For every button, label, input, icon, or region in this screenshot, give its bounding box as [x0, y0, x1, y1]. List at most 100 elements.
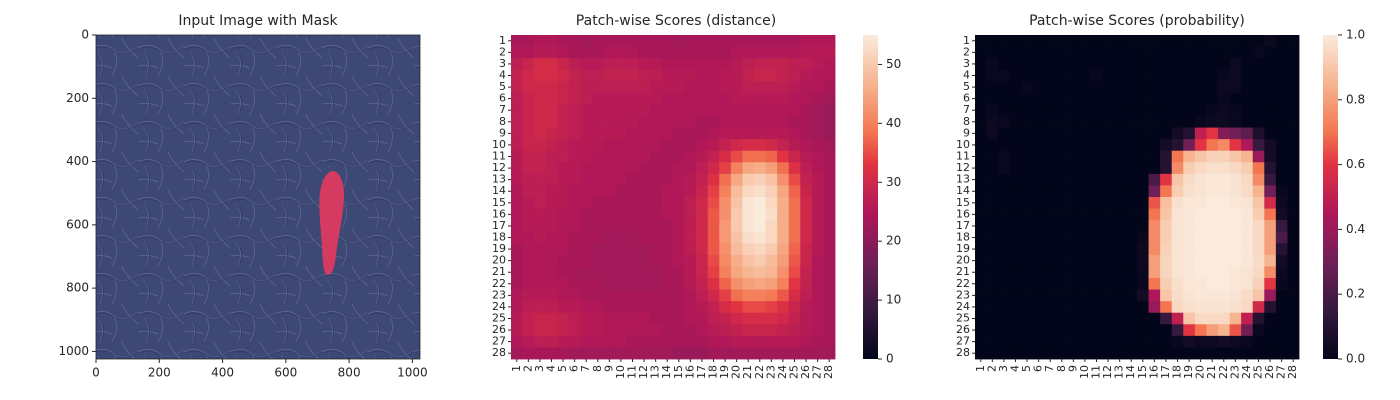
heatmap-cell: [1137, 139, 1149, 152]
y-tick-label: 2: [499, 45, 506, 58]
heatmap-cell: [742, 104, 755, 117]
heatmap-cell: [754, 324, 766, 337]
heatmap-cell: [673, 278, 685, 290]
heatmap-cell: [696, 220, 709, 233]
heatmap-cell: [615, 150, 628, 163]
heatmap-cell: [1264, 312, 1277, 325]
heatmap-cell: [754, 266, 766, 279]
heatmap-cell: [1044, 335, 1057, 348]
heatmap-cell: [1206, 335, 1219, 348]
heatmap-cell: [1218, 127, 1230, 140]
heatmap-cell: [1252, 278, 1265, 290]
heatmap-cell: [719, 266, 732, 279]
heatmap-cell: [742, 116, 755, 128]
heatmap-cell: [986, 116, 999, 128]
heatmap-cell: [1183, 69, 1196, 82]
heatmap-cell: [986, 278, 999, 290]
heatmap-cell: [823, 197, 836, 209]
heatmap-cell: [557, 92, 570, 105]
heatmap-cell: [811, 208, 824, 221]
heatmap-cell: [1287, 104, 1300, 117]
heatmap-cell: [1148, 266, 1161, 279]
heatmap-cell: [800, 289, 813, 302]
heatmap-cell: [603, 92, 616, 105]
heatmap-cell: [1032, 139, 1045, 152]
heatmap-cell: [742, 312, 755, 325]
heatmap-cell: [788, 139, 801, 152]
heatmap-cell: [1183, 197, 1196, 209]
heatmap-cell: [975, 104, 987, 117]
heatmap-cell: [673, 46, 685, 59]
x-tick-label: 21: [1205, 365, 1218, 379]
heatmap-cell: [1102, 35, 1115, 47]
heatmap-cell: [1148, 324, 1161, 337]
heatmap-cell: [1102, 347, 1115, 360]
heatmap-cell: [1148, 92, 1161, 105]
heatmap-cell: [684, 69, 697, 82]
heatmap-cell: [1067, 208, 1080, 221]
heatmap-cell: [1079, 162, 1092, 175]
heatmap-cell: [603, 127, 616, 140]
heatmap-cell: [998, 185, 1011, 198]
heatmap-cell: [1090, 324, 1103, 337]
heatmap-cell: [765, 81, 778, 94]
heatmap-cell: [1113, 92, 1126, 105]
heatmap-cell: [545, 58, 558, 71]
heatmap-cell: [986, 312, 999, 325]
heatmap-cell: [1252, 92, 1265, 105]
heatmap-cell: [788, 185, 801, 198]
x-tick-label: 17: [695, 365, 708, 379]
heatmap-cell: [1148, 243, 1161, 256]
y-tick-label: 13: [956, 173, 970, 186]
heatmap-cell: [823, 347, 836, 360]
heatmap-cell: [1102, 231, 1115, 244]
heatmap-cell: [1160, 208, 1173, 221]
heatmap-cell: [673, 220, 685, 233]
heatmap-cell: [998, 278, 1011, 290]
x-tick-label: 10: [614, 365, 627, 379]
heatmap-cell: [661, 150, 674, 163]
heatmap-cell: [1171, 162, 1184, 175]
heatmap-cell: [522, 301, 535, 314]
heatmap-cell: [742, 197, 755, 209]
heatmap-cell: [998, 173, 1011, 186]
heatmap-cell: [1275, 301, 1288, 314]
heatmap-cell: [1160, 220, 1173, 233]
heatmap-cell: [649, 312, 662, 325]
heatmap-cell: [1194, 266, 1207, 279]
heatmap-cell: [1021, 81, 1034, 94]
heatmap-cell: [1160, 254, 1173, 267]
heatmap-cell: [1137, 185, 1149, 198]
heatmap-cell: [522, 289, 535, 302]
heatmap-cell: [649, 116, 662, 128]
heatmap-cell: [742, 335, 755, 348]
heatmap-cell: [1032, 58, 1045, 71]
x-tick-label: 14: [660, 365, 673, 379]
heatmap-cell: [511, 243, 523, 256]
heatmap-cell: [788, 243, 801, 256]
heatmap-cell: [1148, 58, 1161, 71]
heatmap-cell: [673, 266, 685, 279]
heatmap-cell: [1287, 231, 1300, 244]
heatmap-cell: [742, 208, 755, 221]
heatmap-cell: [811, 254, 824, 267]
heatmap-cell: [1044, 324, 1057, 337]
heatmap-cell: [730, 127, 743, 140]
heatmap-cell: [707, 278, 720, 290]
y-tick-label: 4: [963, 69, 970, 82]
heatmap-cell: [1021, 312, 1034, 325]
heatmap-cell: [1264, 231, 1277, 244]
heatmap-cell: [765, 266, 778, 279]
heatmap-cell: [1171, 312, 1184, 325]
heatmap-cell: [568, 104, 581, 117]
heatmap-cell: [1160, 324, 1173, 337]
heatmap-cell: [649, 231, 662, 244]
heatmap-cell: [649, 46, 662, 59]
heatmap-cell: [557, 58, 570, 71]
heatmap-cell: [568, 139, 581, 152]
heatmap-cell: [649, 139, 662, 152]
heatmap-cell: [580, 150, 593, 163]
heatmap-cell: [673, 231, 685, 244]
heatmap-cell: [603, 35, 616, 47]
heatmap-cell: [673, 254, 685, 267]
